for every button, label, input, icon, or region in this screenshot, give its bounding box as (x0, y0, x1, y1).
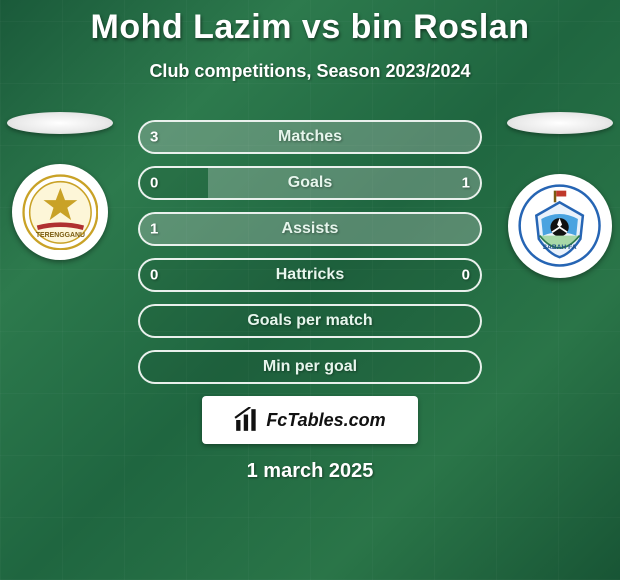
stat-row: 1 Assists (138, 212, 482, 246)
brand-text: FcTables.com (266, 410, 385, 431)
stat-row: Min per goal (138, 350, 482, 384)
stat-value-right: 1 (462, 175, 470, 192)
stat-label: Hattricks (276, 266, 344, 284)
club-badge-left: TERENGGANU (12, 164, 108, 260)
sabah-crest-icon: SABAH FA (518, 184, 601, 267)
content-root: Mohd Lazim vs bin Roslan Club competitio… (0, 0, 620, 580)
stat-value-left: 0 (150, 175, 158, 192)
right-player-column: SABAH FA (500, 112, 620, 278)
stat-row: 3 Matches (138, 120, 482, 154)
brand-badge: FcTables.com (202, 396, 418, 444)
subtitle: Club competitions, Season 2023/2024 (0, 61, 620, 82)
stat-label: Matches (278, 128, 342, 146)
stat-label: Min per goal (263, 358, 357, 376)
stat-label: Goals (288, 174, 332, 192)
stat-fill-right (208, 168, 480, 198)
stats-container: 3 Matches 0 1 Goals 1 Assists 0 0 Hattricks Goals … (138, 120, 482, 483)
player-silhouette-left (7, 112, 113, 134)
stat-row: 0 0 Hattricks (138, 258, 482, 292)
stat-value-left: 1 (150, 221, 158, 238)
terengganu-crest-icon: TERENGGANU (22, 174, 99, 251)
stat-label: Goals per match (247, 312, 372, 330)
svg-text:TERENGGANU: TERENGGANU (35, 232, 84, 239)
stat-value-right: 0 (462, 267, 470, 284)
bar-chart-icon (234, 407, 260, 433)
stat-value-left: 3 (150, 129, 158, 146)
date-text: 1 march 2025 (138, 460, 482, 483)
svg-text:SABAH FA: SABAH FA (543, 244, 577, 251)
page-title: Mohd Lazim vs bin Roslan (0, 0, 620, 47)
stat-value-left: 0 (150, 267, 158, 284)
club-badge-right: SABAH FA (508, 174, 612, 278)
stat-row: 0 1 Goals (138, 166, 482, 200)
stat-row: Goals per match (138, 304, 482, 338)
player-silhouette-right (507, 112, 613, 134)
stat-label: Assists (282, 220, 339, 238)
left-player-column: TERENGGANU (0, 112, 120, 260)
